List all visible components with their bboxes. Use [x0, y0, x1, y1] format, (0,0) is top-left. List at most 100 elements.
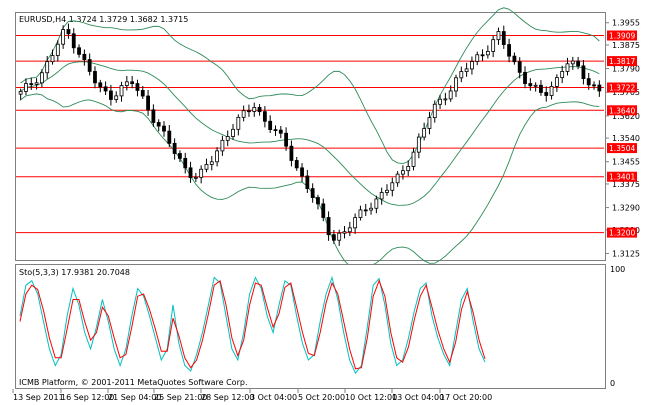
price-panel: EURUSD,H4 1.3724 1.3729 1.3682 1.3715 1.… [15, 7, 640, 270]
candle-body [347, 227, 352, 233]
stochastic-lines [19, 275, 486, 375]
level-label: 1.3640 [609, 106, 635, 115]
price-tick-label: 1.3540 [612, 134, 640, 143]
bollinger-upper-band [20, 7, 600, 164]
candle-body [140, 90, 145, 97]
candle-body [342, 231, 347, 234]
candle-body [247, 110, 251, 113]
candle-body [533, 84, 538, 87]
candle-body [215, 150, 219, 163]
level-price-labels: 1.3909 1.3817 1.3722 1.3640 1.3504 1.3401 1.32… [607, 30, 637, 238]
time-tick-label: 28 Sep 12:00 [201, 393, 254, 402]
candle-body [570, 60, 575, 65]
candle-body [576, 60, 581, 67]
candle-body [464, 68, 469, 73]
candle-body [98, 82, 103, 88]
stochastic-main-line [19, 275, 486, 375]
candle-body [395, 173, 400, 184]
price-tick-label: 1.3875 [612, 41, 640, 50]
candle-body [183, 157, 188, 169]
candle-body [470, 61, 474, 70]
candle-body [560, 71, 565, 79]
bollinger-bands [20, 7, 600, 270]
price-panel-frame [15, 12, 606, 261]
candle-body [162, 125, 166, 132]
candle-body [273, 129, 278, 132]
candle-body [485, 51, 490, 56]
level-label: 1.3200 [609, 229, 635, 238]
level-label: 1.3817 [609, 57, 635, 66]
candle-body [554, 77, 559, 87]
candle-body [459, 71, 464, 79]
stochastic-title: Sto(5,3,3) 17.9381 20.7048 [19, 268, 130, 277]
time-tick-label: 13 Sep 2011 [13, 393, 64, 402]
candle-body [241, 110, 246, 118]
level-label: 1.3909 [609, 32, 635, 41]
time-tick-label: 17 Oct 20:00 [440, 393, 492, 402]
candle-body [374, 198, 379, 209]
price-tick-label: 1.3125 [612, 249, 640, 258]
candle-body [401, 170, 405, 175]
candle-body [268, 120, 273, 131]
candle-body [438, 98, 442, 105]
time-tick-label: 5 Oct 20:00 [298, 393, 345, 402]
candle-body [50, 55, 55, 63]
candle-body [507, 44, 511, 57]
candle-body [321, 203, 326, 218]
candle-body [130, 81, 135, 85]
candle-body [93, 71, 97, 84]
time-tick-label: 3 Oct 04:00 [250, 393, 297, 402]
level-label-box [607, 143, 637, 154]
candle-body [66, 29, 71, 35]
candle-body [24, 83, 28, 92]
candle-body [262, 111, 267, 122]
stochastic-panel: Sto(5,3,3) 17.9381 20.7048 100 0 ICMB Pl… [15, 264, 625, 389]
candle-body [427, 117, 432, 129]
candle-body [432, 103, 437, 119]
price-tick-label: 1.3455 [612, 158, 640, 167]
candle-body [119, 85, 124, 97]
time-tick-label: 13 Oct 04:00 [392, 393, 444, 402]
candle-body [209, 161, 214, 165]
level-label: 1.3504 [609, 144, 635, 153]
price-panel-title: EURUSD,H4 1.3724 1.3729 1.3682 1.3715 [19, 15, 188, 24]
candle-body [517, 61, 522, 73]
candle-body [151, 109, 156, 123]
candle-body [597, 84, 602, 92]
candle-body [331, 234, 336, 241]
candle-body [87, 59, 92, 72]
candle-body [231, 128, 235, 137]
candle-body [220, 139, 225, 152]
candle-body [406, 166, 411, 172]
candle-body [294, 160, 299, 169]
price-tick-label: 1.3790 [612, 65, 640, 74]
candle-body [363, 209, 368, 212]
time-tick-label: 10 Oct 12:00 [345, 393, 397, 402]
time-tick-label: 25 Sep 21:00 [154, 393, 207, 402]
price-tick-label: 1.3705 [612, 88, 640, 97]
level-label-box [607, 227, 637, 238]
candle-body [454, 77, 458, 92]
candle-body [326, 217, 331, 236]
price-axis: 1.3955 1.3875 1.3790 1.3705 1.3620 1.3540 1.34… [605, 19, 640, 258]
candle-body [178, 153, 182, 159]
candle-body [45, 61, 50, 74]
level-label-box [607, 56, 637, 67]
time-tick-label: 21 Sep 04:00 [108, 393, 161, 402]
candle-body [416, 136, 421, 153]
candle-body [278, 129, 283, 134]
candle-body [310, 188, 315, 198]
level-label-box [607, 171, 637, 182]
candle-body [422, 128, 427, 138]
candle-body [82, 53, 87, 60]
candle-body [592, 84, 596, 87]
price-tick-label: 1.3955 [612, 19, 640, 28]
candle-body [385, 189, 389, 193]
candle-body [257, 107, 262, 113]
price-tick-label: 1.3620 [612, 112, 640, 121]
candle-body [77, 47, 81, 55]
level-label-box [607, 30, 637, 41]
bollinger-lower-band [20, 93, 600, 270]
candle-body [135, 83, 140, 91]
